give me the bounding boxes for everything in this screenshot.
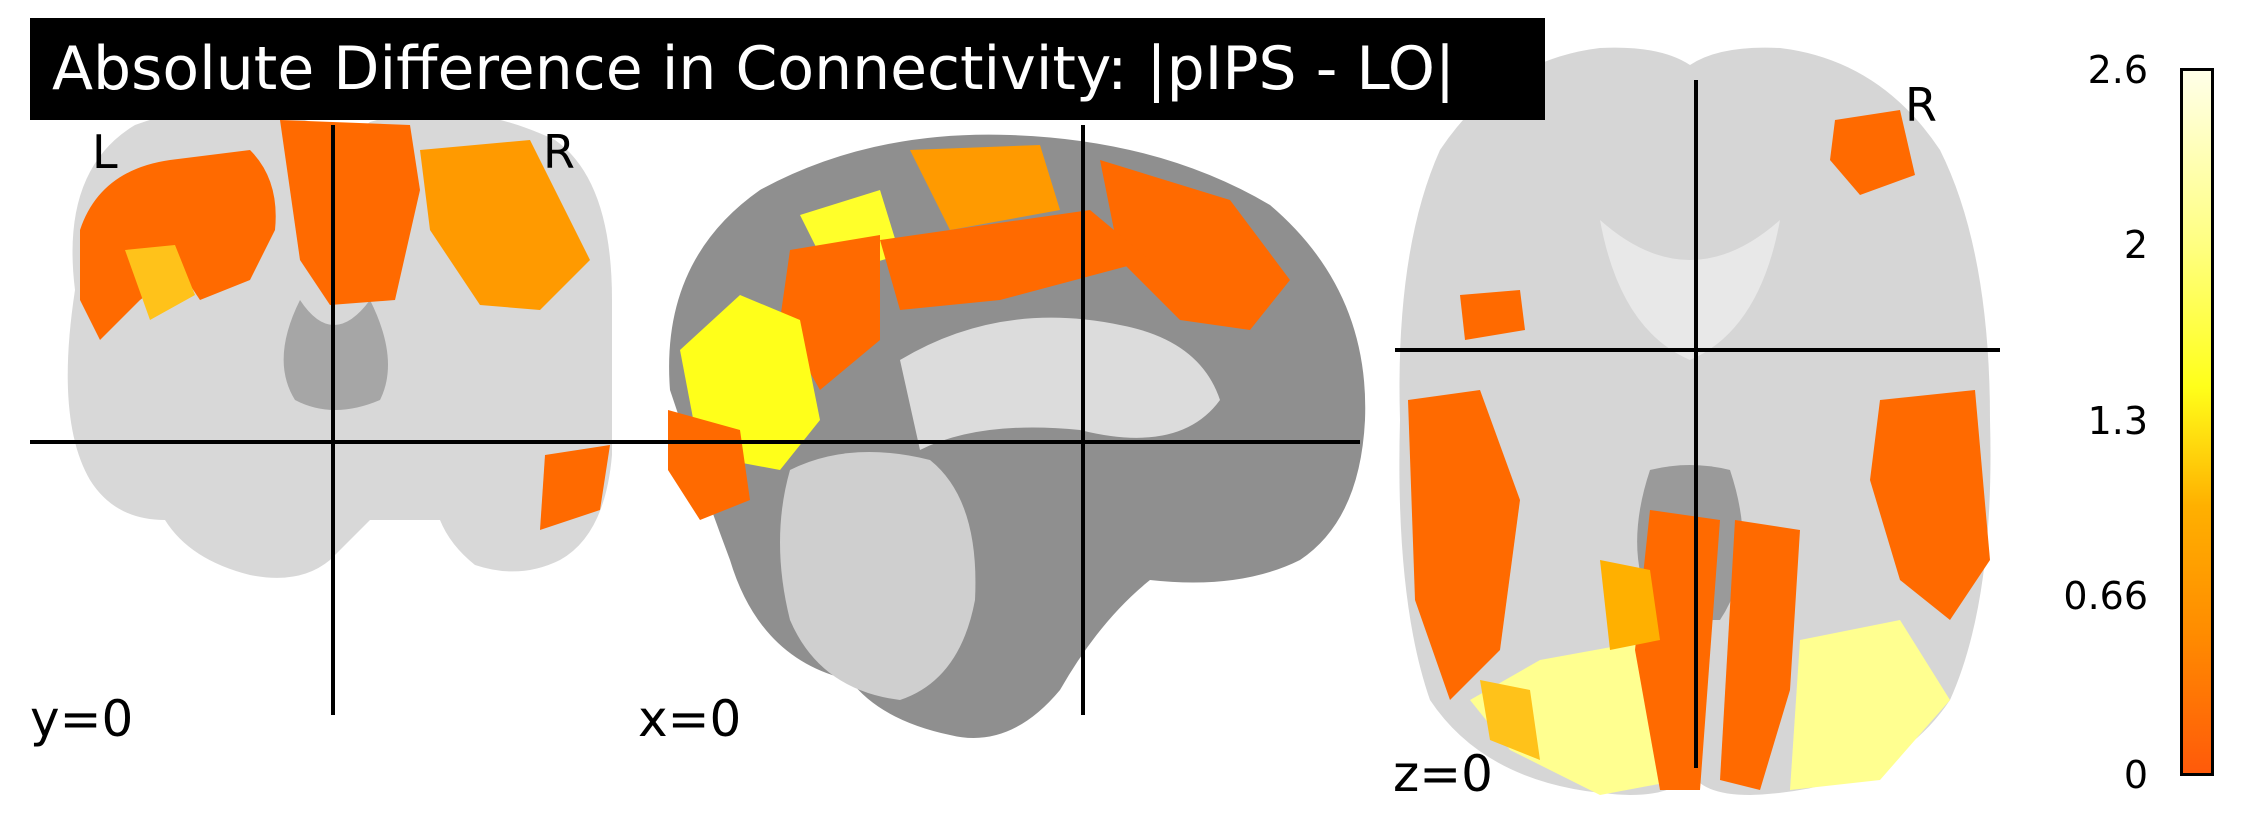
axial-activation-left bbox=[1408, 390, 1520, 700]
coronal-activation-left bbox=[80, 150, 276, 340]
coronal-activation-right bbox=[420, 140, 590, 310]
axial-right-label: R bbox=[1905, 78, 1937, 132]
sagittal-coord-label: x=0 bbox=[638, 690, 742, 748]
coronal-coord-label: y=0 bbox=[30, 690, 134, 748]
axial-activation-occipital-left bbox=[1470, 640, 1680, 795]
sagittal-view bbox=[610, 125, 1366, 739]
colorbar-tick-0-66: 0.66 bbox=[2063, 574, 2148, 618]
colorbar-tick-1-3: 1.3 bbox=[2087, 399, 2148, 443]
sagittal-activation-frontal bbox=[1100, 160, 1290, 330]
colorbar-tick-min: 0 bbox=[2123, 753, 2148, 797]
figure-title: Absolute Difference in Connectivity: |pI… bbox=[30, 18, 1545, 120]
coronal-view bbox=[30, 108, 612, 715]
axial-view bbox=[1395, 47, 2000, 795]
axial-activation-occipital-right bbox=[1790, 620, 1950, 790]
coronal-activation-center bbox=[280, 120, 420, 305]
colorbar bbox=[2180, 68, 2214, 776]
coronal-left-label: L bbox=[92, 125, 118, 179]
colorbar-tick-max: 2.6 bbox=[2087, 48, 2148, 92]
colorbar-tick-2: 2 bbox=[2123, 223, 2148, 267]
coronal-right-label: R bbox=[543, 125, 575, 179]
axial-activation-right bbox=[1870, 390, 1990, 620]
axial-coord-label: z=0 bbox=[1393, 745, 1493, 803]
